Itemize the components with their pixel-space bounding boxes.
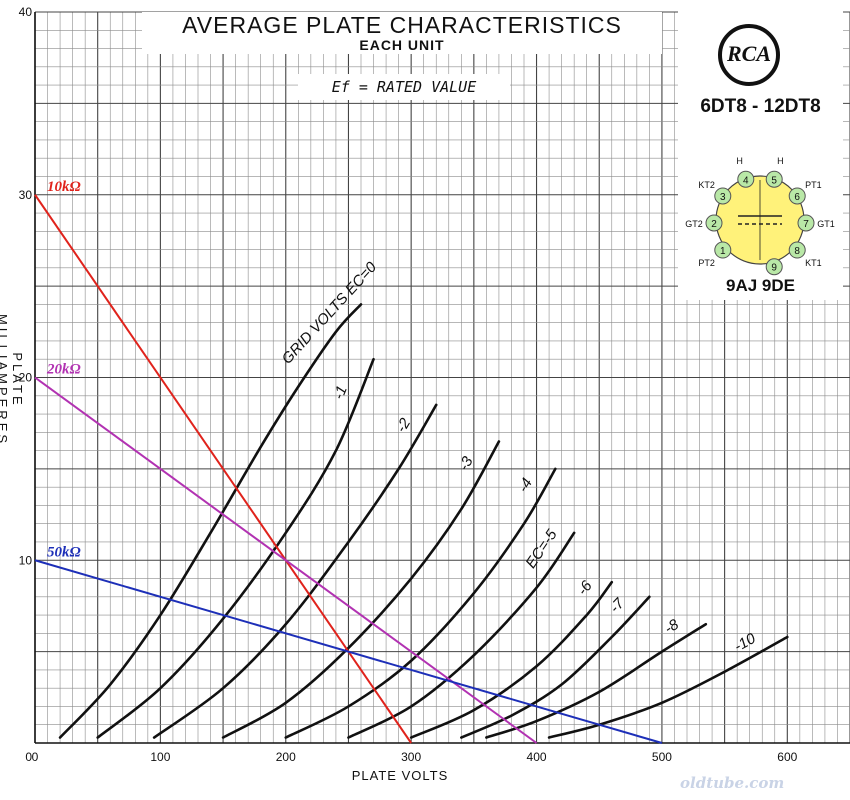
- watermark: oldtube.com: [680, 774, 785, 792]
- tube-pin: [788, 241, 806, 259]
- curve-label: EC=-5: [522, 526, 561, 572]
- tube-pin-label: PT1: [805, 180, 822, 190]
- plate-curve: [284, 467, 557, 739]
- tube-pin-number: 8: [794, 246, 800, 257]
- tube-pin-label: PT2: [698, 258, 715, 268]
- chart-note: Ef = RATED VALUE: [298, 74, 510, 100]
- chart-subtitle: EACH UNIT: [359, 37, 445, 53]
- plate-curve: [221, 440, 501, 739]
- curve-label: -1: [330, 383, 351, 402]
- tube-type-names: 6DT8 - 12DT8: [700, 96, 821, 117]
- y-tick-label: 40: [19, 5, 33, 19]
- tube-pin: [765, 258, 783, 276]
- tube-pin-label: H: [777, 156, 784, 166]
- tube-pin: [714, 187, 732, 205]
- tube-pin-label: H: [736, 156, 743, 166]
- load-line-label: 20kΩ: [46, 362, 81, 378]
- tube-pin-label: KT1: [805, 258, 822, 268]
- x-tick-label: 400: [527, 750, 547, 764]
- tube-pin-number: 9: [771, 263, 777, 274]
- x-axis-label: PLATE VOLTS: [351, 768, 449, 783]
- x-tick-label: 600: [777, 750, 797, 764]
- tube-pin-label: GT1: [817, 219, 835, 229]
- plate-curve: [96, 357, 375, 739]
- tube-pin: [797, 214, 815, 232]
- tube-pin-number: 2: [711, 219, 717, 230]
- tube-pin: [765, 170, 783, 188]
- plate-curve: [58, 303, 363, 739]
- tube-pin: [714, 241, 732, 259]
- curve-label: -4: [515, 475, 536, 495]
- y-tick-label: 0: [25, 750, 32, 764]
- x-tick-label: 300: [401, 750, 421, 764]
- x-tick-label: 0: [32, 750, 39, 764]
- chart-title-box: AVERAGE PLATE CHARACTERISTICS EACH UNIT: [142, 12, 662, 54]
- curve-label: -6: [574, 577, 596, 598]
- tube-pin-label: KT2: [698, 180, 715, 190]
- plate-curves: [58, 303, 789, 739]
- load-line-label: 10kΩ: [47, 179, 81, 195]
- chart-title: AVERAGE PLATE CHARACTERISTICS: [182, 12, 622, 38]
- x-tick-label: 200: [276, 750, 296, 764]
- curve-label: GRID VOLTS EC=0: [279, 258, 381, 367]
- tube-pin-number: 5: [771, 175, 777, 186]
- tube-pin: [788, 187, 806, 205]
- curve-label: -7: [606, 595, 628, 617]
- tube-pin-number: 6: [794, 192, 800, 203]
- plate-curve: [547, 635, 789, 739]
- y-axis-label: PLATE MILLIAMPERES: [0, 313, 25, 447]
- x-tick-label: 500: [652, 750, 672, 764]
- y-tick-label: 20: [19, 371, 33, 385]
- tube-pin: [737, 170, 755, 188]
- tube-basing-codes: 9AJ 9DE: [726, 276, 795, 295]
- plate-curve: [485, 622, 708, 739]
- plate-curve: [460, 595, 651, 739]
- load-lines: 10kΩ 20kΩ 50kΩ: [34, 179, 663, 744]
- tube-base-diagram: 1PT22GT23KT24H5H6PT17GT18KT19IS: [685, 156, 835, 276]
- y-tick-label: 10: [19, 553, 33, 567]
- tube-pin-number: 4: [743, 175, 749, 186]
- x-tick-label: 100: [150, 750, 170, 764]
- load-line-label: 50kΩ: [47, 544, 81, 560]
- load-line: [34, 559, 663, 744]
- curve-label: -8: [662, 616, 683, 638]
- plate-curve: [409, 580, 614, 739]
- plate-curve: [152, 403, 438, 739]
- tube-pin-number: 3: [720, 192, 726, 203]
- tube-info-panel: RCA 6DT8 - 12DT8 1 PT2 2 GT2 3 KT2 4 H 5 H 6 PT1 7 GT…: [678, 10, 843, 300]
- rca-logo: RCA: [718, 24, 780, 86]
- tube-pin-label: GT2: [685, 219, 703, 229]
- tube-pin-number: 1: [720, 246, 726, 257]
- tube-pin-number: 7: [803, 219, 809, 230]
- y-tick-label: 30: [19, 188, 33, 202]
- tube-pin: [705, 214, 723, 232]
